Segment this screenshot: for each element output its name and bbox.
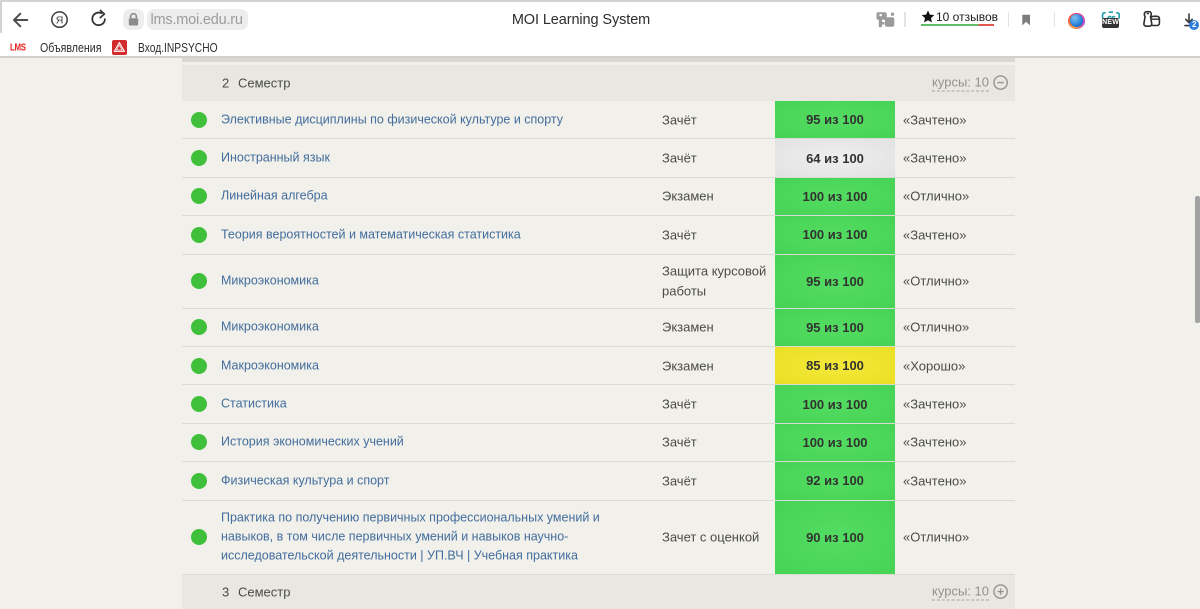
svg-text:Я: Я	[56, 14, 64, 26]
